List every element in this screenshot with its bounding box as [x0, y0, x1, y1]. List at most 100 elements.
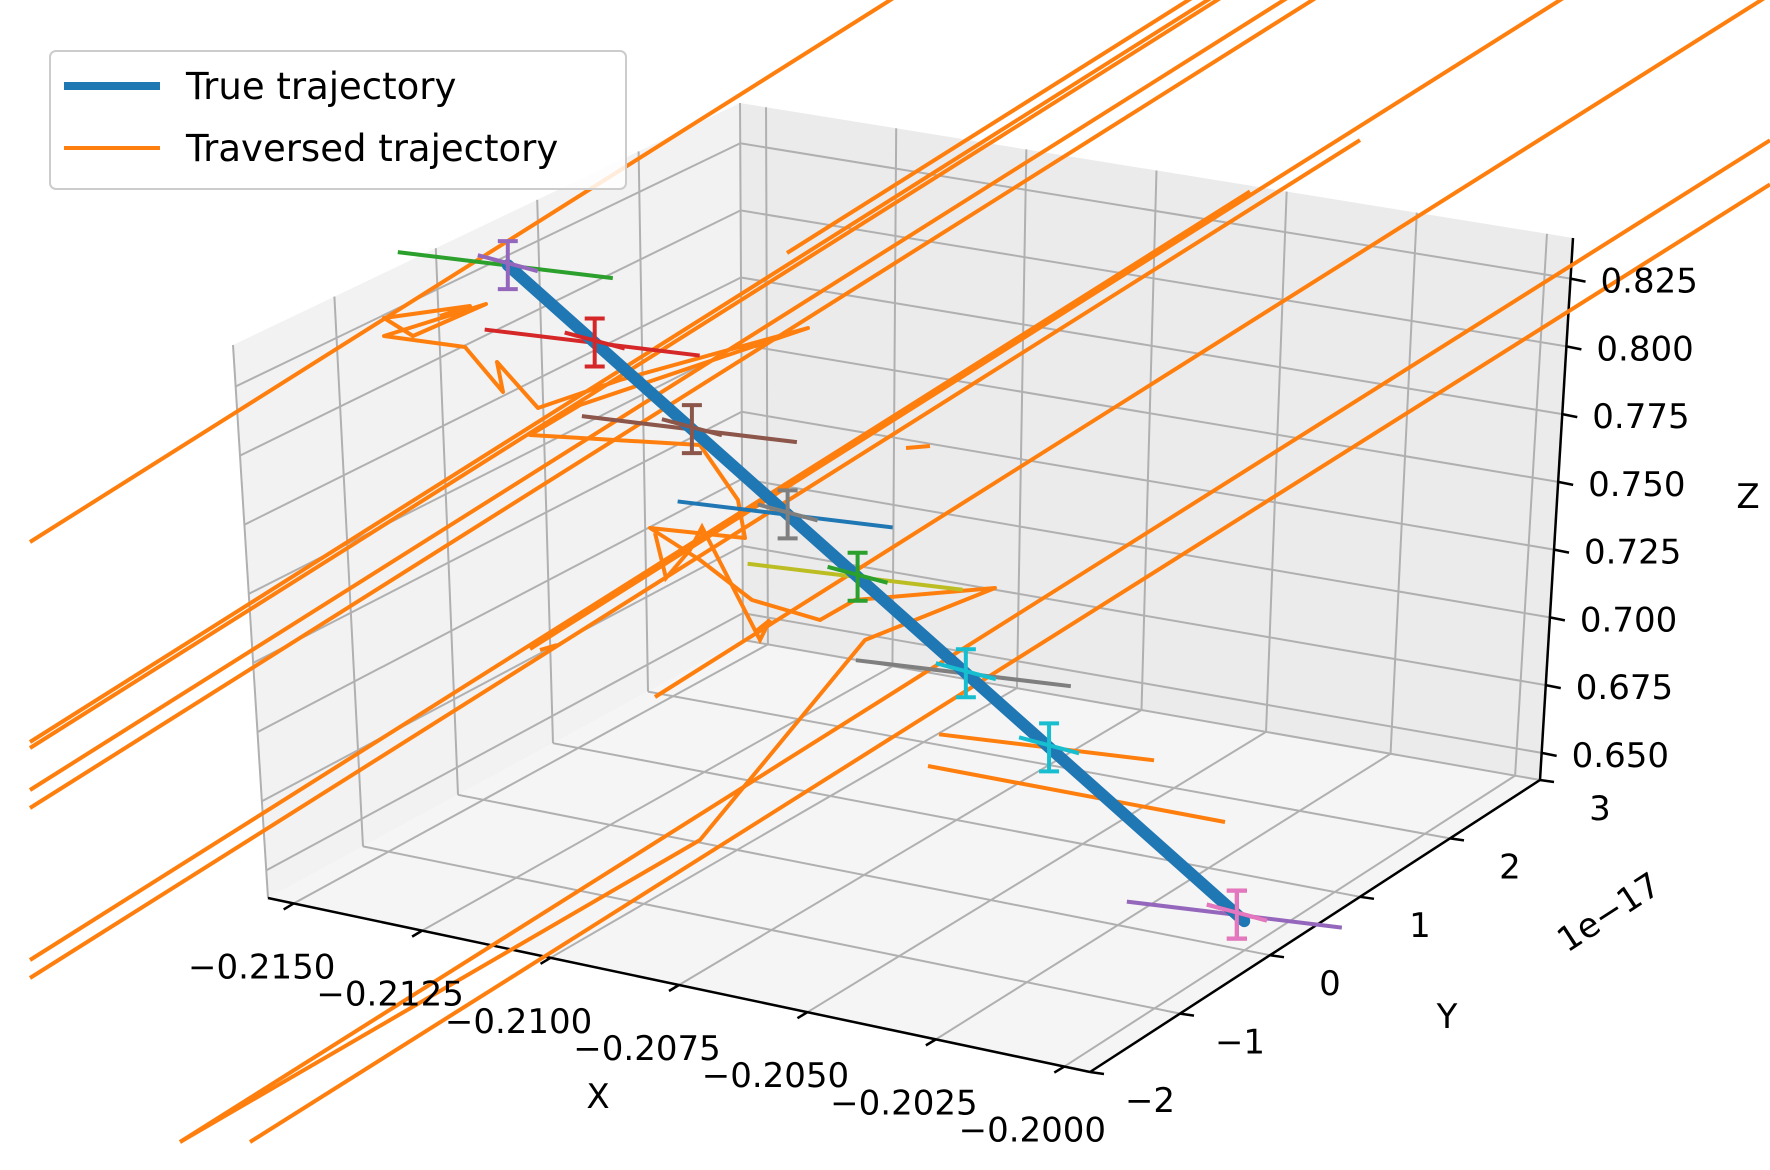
traversed-segment [28, 0, 1288, 792]
x-tick-label: −0.2150 [188, 947, 335, 987]
y-tick-label: −2 [1125, 1081, 1175, 1121]
x-gridline-back [1514, 233, 1548, 776]
x-tick [539, 956, 552, 965]
error-bar-horizontal [935, 661, 997, 682]
x-gridline-back [1140, 170, 1158, 711]
y-tick-label: −1 [1215, 1023, 1265, 1063]
x-tick [283, 902, 295, 911]
z-gridline-left [252, 410, 743, 664]
error-bar-horizontal [661, 417, 723, 438]
x-tick [925, 1038, 937, 1047]
z-tick [1553, 548, 1570, 554]
z-gridline-back [742, 545, 1546, 687]
error-bars [477, 239, 1268, 941]
x-tick [796, 1011, 809, 1020]
true-trajectory-line [501, 259, 1251, 928]
axis-ticks: −0.2150−0.2125−0.2100−0.2075−0.2050−0.20… [188, 262, 1698, 1151]
z-tick [1570, 277, 1586, 283]
back-pane [740, 103, 1573, 780]
traversed-segment [28, 0, 1222, 750]
y-tick [1449, 837, 1465, 842]
traversed-segment [905, 444, 931, 450]
x-tick [411, 929, 423, 938]
z-gridline-back [740, 142, 1571, 280]
z-tick [1557, 480, 1574, 487]
x-gridline-back [891, 128, 898, 667]
traversed-trajectory [28, 0, 1770, 1144]
x-gridline-floor [421, 665, 893, 932]
x-gridline-back [765, 107, 769, 645]
x-tick-label: −0.2100 [445, 1002, 592, 1042]
traversed-segment [178, 138, 1770, 1144]
traversed-segment [927, 764, 1226, 824]
z-tick-label: 0.700 [1580, 600, 1677, 640]
z-gridline-back [740, 276, 1563, 416]
traversed-segment [28, 189, 1252, 962]
true-trajectory [501, 259, 1251, 928]
z-gridline-back [741, 410, 1555, 551]
y-tick-label: 1 [1409, 906, 1431, 946]
traversed-segment [653, 0, 1766, 699]
error-bar-horizontal [827, 564, 889, 585]
y-tick [1539, 778, 1555, 784]
z-gridline-left [261, 545, 743, 803]
z-gridline-back [741, 343, 1559, 483]
z-tick [1562, 412, 1578, 419]
z-gridline-left [243, 276, 742, 526]
x-gridline-back [1389, 212, 1418, 754]
traversed-segment [539, 643, 558, 652]
z-tick-label: 0.800 [1596, 329, 1693, 369]
traversed-path [178, 302, 997, 1144]
y-tick [1089, 1070, 1105, 1076]
error-bar-horizontal [1206, 902, 1268, 923]
x-gridline-back [1265, 191, 1288, 732]
traversed-segment [28, 0, 1212, 744]
legend-label-true: True trajectory [185, 65, 456, 108]
x-gridline-floor [293, 643, 769, 905]
grid-lines [232, 102, 1571, 1073]
y-tick [1359, 895, 1375, 901]
z-tick-label: 0.650 [1572, 736, 1669, 776]
x-axis-label: X [586, 1077, 609, 1117]
z-tick-label: 0.825 [1601, 262, 1698, 302]
error-bar-horizontal [564, 330, 626, 351]
z-tick [1541, 751, 1557, 758]
x-gridline-back [1015, 149, 1028, 689]
y-gridline-floor [362, 845, 1181, 1015]
z-gridline-left [257, 478, 743, 733]
x-tick-label: −0.2075 [573, 1029, 720, 1069]
y-offset-label: 1e−17 [1550, 865, 1668, 961]
x-tick-label: −0.2000 [959, 1111, 1106, 1151]
traversed-path [653, 522, 772, 645]
z-gridline-back [741, 477, 1551, 619]
x-gridline-floor [806, 731, 1267, 1014]
y-gridline-left [434, 248, 459, 795]
legend-label-traversed: Traversed trajectory [185, 127, 558, 170]
traversed-segment [528, 0, 1564, 651]
x-tick-label: −0.2125 [316, 975, 463, 1015]
x-tick-label: −0.2050 [702, 1056, 849, 1096]
z-tick-label: 0.725 [1584, 533, 1681, 573]
y-tick [1179, 1012, 1195, 1017]
y-tick-label: 3 [1589, 789, 1611, 829]
traversed-segment [28, 0, 1317, 810]
error-bar-horizontal [757, 502, 819, 523]
z-gridline-back [740, 209, 1567, 348]
traversed-segment [248, 182, 1770, 1144]
z-tick [1545, 683, 1562, 690]
z-gridline-left [239, 209, 742, 457]
z-tick [1549, 616, 1566, 622]
error-bar-horizontal [477, 253, 539, 274]
x-tick [1053, 1065, 1065, 1074]
z-axis-line [1538, 237, 1575, 781]
axis-panes [233, 103, 1573, 1072]
z-tick-label: 0.675 [1576, 668, 1673, 708]
y-tick-label: 0 [1319, 964, 1341, 1004]
legend-box [49, 50, 627, 190]
z-tick-label: 0.775 [1592, 397, 1689, 437]
y-axis-label: Y [1436, 997, 1458, 1037]
z-gridline-left [265, 612, 744, 872]
traversed-segment [785, 0, 1193, 255]
y-gridline-left [739, 102, 744, 641]
x-tick-label: −0.2025 [830, 1083, 977, 1123]
